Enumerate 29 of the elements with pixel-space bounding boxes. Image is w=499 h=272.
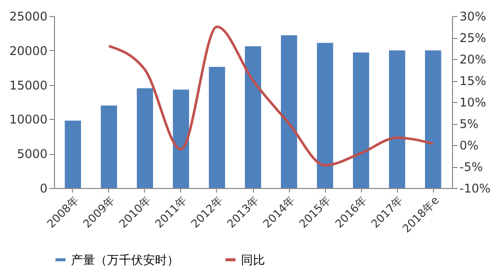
y2-tick-label: -5% (460, 160, 483, 174)
bar (208, 66, 226, 188)
bar (352, 52, 370, 188)
y-tick-label: 15000 (9, 78, 48, 92)
y2-tick-label: 10% (460, 96, 486, 110)
y2-tick-label: 0% (460, 138, 479, 152)
y2-tick-label: 30% (460, 10, 486, 24)
y-tick-label: 10000 (9, 112, 48, 127)
bar (316, 42, 334, 188)
bar (280, 35, 298, 188)
y-tick-label: 25000 (9, 10, 48, 24)
y2-tick-label: 20% (460, 52, 486, 66)
bar (424, 50, 442, 188)
bar (172, 90, 190, 188)
y-tick-label: 0 (40, 182, 48, 196)
y2-tick-label: -10% (460, 182, 491, 196)
bar (136, 88, 154, 188)
bar (64, 120, 82, 188)
bar (100, 105, 118, 188)
bar (388, 50, 406, 188)
y2-tick-label: 25% (460, 31, 486, 45)
legend-label: 同比 (241, 252, 265, 267)
line-series (108, 26, 434, 166)
y2-tick-label: 15% (460, 74, 486, 88)
y2-tick-label: 5% (460, 117, 479, 131)
bar (244, 46, 262, 188)
y-tick-label: 20000 (9, 44, 48, 58)
y-tick-label: 5000 (16, 147, 48, 162)
legend-label: 产量（万千伏安时） (71, 252, 179, 267)
